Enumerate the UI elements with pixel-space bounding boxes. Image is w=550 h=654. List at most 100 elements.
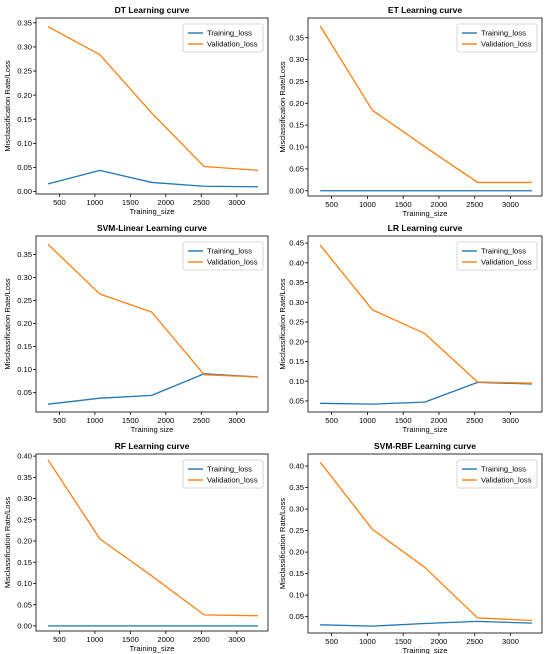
series-line-training-loss [47,169,259,188]
chart-title: SVM-Linear Learning curve [97,223,207,233]
x-tick-label: 2000 [431,200,448,209]
y-tick-label: 0.35 [17,18,32,27]
x-tick-label: 3000 [502,200,519,209]
y-tick-label: 0.25 [17,296,32,305]
y-tick-label: 0.35 [17,473,32,482]
y-tick-label: 0.35 [289,483,304,492]
learning-curve-panel-4: RF Learning curve 500 1000 1500 2000 2500 3000… [3,441,269,653]
y-axis-label: Misclassification Rate/Loss [278,278,287,369]
plot-frame [307,453,543,634]
plot-frame [35,453,269,632]
legend-box [182,459,264,489]
x-tick-label: 1500 [395,637,412,646]
y-tick-label: 0.00 [289,186,304,195]
y-tick-label: 0.25 [289,526,304,535]
x-tick-label: 2500 [193,198,210,207]
y-tick-label: 0.10 [17,139,32,148]
x-tick-label: 1000 [86,416,103,425]
chart-title: SVM-RBF Learning curve [374,441,476,451]
y-tick-label: 0.35 [289,33,304,42]
y-axis-label: Misclassification Rate/Loss [3,60,12,151]
x-tick-label: 3000 [228,635,245,644]
x-tick-label: 500 [325,200,338,209]
y-tick-label: 0.25 [17,515,32,524]
x-tick-label: 2500 [466,416,483,425]
legend-label: Validation_loss [207,40,258,49]
y-tick-label: 0.05 [17,388,32,397]
y-axis-label: Misclassification Rate/Loss [3,497,12,588]
x-tick-label: 3000 [502,416,519,425]
x-tick-label: 3000 [228,198,245,207]
series-line-validation-loss [319,461,533,622]
x-tick-label: 500 [53,416,66,425]
x-tick-label: 3000 [228,416,245,425]
y-tick-label: 0.40 [17,452,32,461]
legend-label: Training_loss [481,465,526,474]
y-tick-label: 0.30 [289,505,304,514]
x-tick-label: 2000 [157,416,174,425]
y-tick-label: 0.35 [17,250,32,259]
x-axis-label: Training_size [130,644,175,653]
y-tick-label: 0.30 [289,298,304,307]
y-axis-label: Misclassification Rate/Loss [278,498,287,589]
x-tick-label: 1000 [359,416,376,425]
y-tick-label: 0.30 [17,273,32,282]
series-line-validation-loss [47,26,259,172]
legend-box [456,459,538,489]
x-tick-label: 2500 [193,635,210,644]
y-tick-label: 0.10 [289,143,304,152]
y-tick-label: 0.30 [289,55,304,64]
legend-label: Training_loss [207,247,252,256]
y-tick-label: 0.25 [289,318,304,327]
y-axis-label: Misclassification Rate/Loss [3,278,12,369]
x-tick-label: 2000 [431,416,448,425]
legend: Training_loss Validation_loss [182,23,264,53]
y-tick-label: 0.05 [17,163,32,172]
y-tick-label: 0.20 [289,548,304,557]
y-tick-label: 0.10 [289,591,304,600]
chart-title: ET Learning curve [388,5,462,15]
learning-curve-panel-2: SVM-Linear Learning curve 500 1000 1500 2000… [3,223,269,434]
series-line-validation-loss [47,243,259,378]
legend-box [456,241,538,271]
x-tick-label: 1000 [359,200,376,209]
chart-title: LR Learning curve [388,223,463,233]
y-tick-label: 0.15 [17,115,32,124]
plot-frame [35,17,269,195]
y-tick-label: 0.00 [17,187,32,196]
legend-label: Validation_loss [481,258,532,267]
plot-frame [307,17,543,197]
legend: Training_loss Validation_loss [456,241,538,271]
x-tick-label: 2000 [157,635,174,644]
x-tick-label: 1500 [122,416,139,425]
chart-title: DT Learning curve [115,5,190,15]
legend-label: Training_loss [481,29,526,38]
series-line-training-loss [47,373,259,405]
x-axis-label: Training_size [130,207,175,216]
x-tick-label: 2500 [466,200,483,209]
legend-label: Training_loss [207,465,252,474]
legend-label: Validation_loss [481,476,532,485]
y-tick-label: 0.30 [17,494,32,503]
x-tick-label: 500 [53,198,66,207]
x-tick-label: 1500 [122,198,139,207]
legend-label: Training_loss [481,247,526,256]
y-tick-label: 0.15 [17,342,32,351]
y-tick-label: 0.00 [17,622,32,631]
series-line-training-loss [320,381,532,405]
y-tick-label: 0.30 [17,43,32,52]
y-tick-label: 0.05 [289,612,304,621]
x-tick-label: 500 [53,635,66,644]
x-tick-label: 1500 [395,416,412,425]
chart-title: RF Learning curve [115,441,190,451]
x-tick-label: 1000 [86,635,103,644]
legend: Training_loss Validation_loss [456,23,538,53]
legend-label: Validation_loss [207,258,258,267]
x-tick-label: 2500 [193,416,210,425]
y-tick-label: 0.05 [289,164,304,173]
learning-curve-panel-1: ET Learning curve 500 1000 1500 2000 2500 3000… [278,5,543,218]
x-tick-label: 500 [325,416,338,425]
y-tick-label: 0.20 [17,319,32,328]
series-line-validation-loss [319,25,532,184]
